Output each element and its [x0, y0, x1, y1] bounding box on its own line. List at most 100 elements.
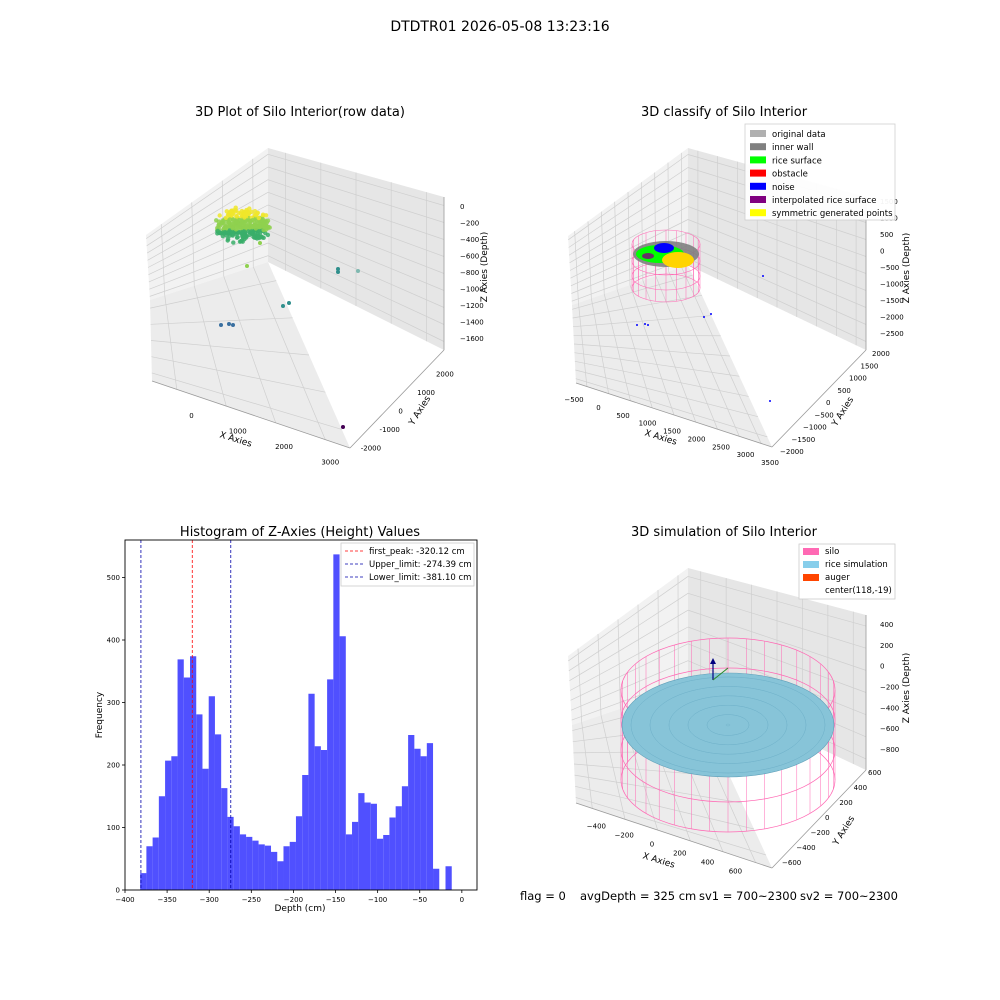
histogram-bar — [221, 788, 228, 891]
grid-line — [574, 774, 743, 804]
grid-line — [146, 154, 269, 239]
x-tick-label: −150 — [326, 896, 345, 904]
p2-title: 3D classify of Silo Interior — [641, 105, 808, 120]
p2-z-tick-label: 0 — [880, 248, 884, 256]
grid-line — [573, 315, 712, 328]
x-tick-label: 0 — [460, 896, 464, 904]
p1-point — [287, 301, 291, 305]
p4-rice-mesh — [649, 686, 807, 764]
grid-line — [570, 643, 689, 701]
p2-z-tick-label: 500 — [880, 231, 893, 239]
p4-legend-swatch — [803, 574, 819, 581]
p1-point — [336, 270, 340, 274]
histogram-bar — [252, 840, 259, 891]
histogram-bar — [227, 816, 234, 891]
p1-point — [230, 226, 235, 231]
p1-z-tick-label: −1600 — [460, 335, 484, 343]
grid-line — [571, 660, 689, 711]
grid-line — [568, 180, 689, 256]
axis-line — [771, 349, 867, 448]
histogram-bar — [426, 743, 434, 891]
p2-silo-ring — [631, 273, 701, 303]
p4-y-tick-label: 600 — [868, 769, 881, 777]
histogram-bar — [352, 821, 359, 891]
p1-x-tick-label: 1000 — [229, 428, 247, 436]
p1-y-tick-label: 0 — [398, 408, 402, 416]
histogram-bar — [289, 841, 296, 891]
grid-line — [149, 255, 269, 297]
grid-line — [687, 576, 867, 627]
panel-histogram: Histogram of Z-Axies (Height) Values −40… — [95, 525, 478, 914]
grid-line — [575, 797, 767, 856]
p2-legend-swatch — [750, 143, 766, 151]
y-tick-label: 0 — [116, 887, 120, 895]
histogram-bar — [177, 659, 184, 891]
p1-point — [220, 234, 226, 239]
p1-point — [239, 218, 244, 223]
p1-point — [231, 217, 236, 222]
p4-title: 3D simulation of Silo Interior — [631, 525, 818, 540]
grid-line — [687, 609, 867, 671]
grid-line — [146, 179, 269, 254]
p4-z-tick-label: 200 — [880, 642, 893, 650]
p1-z-tick-label: −1200 — [460, 302, 484, 310]
histogram-bar — [190, 656, 197, 890]
p2-x-tick-label: 0 — [596, 404, 600, 412]
grid-line — [147, 192, 269, 261]
p1-point — [267, 225, 272, 230]
p4-x-tick-label: 600 — [729, 867, 742, 875]
p1-point — [249, 229, 254, 234]
histogram-bar — [339, 636, 346, 890]
p4-y-tick-label: 0 — [825, 814, 829, 822]
p2-legend-swatch — [750, 130, 766, 137]
p2-legend-swatch — [750, 169, 766, 177]
histogram-bar — [302, 775, 309, 890]
histogram-bar — [140, 873, 147, 891]
grid-line — [687, 206, 867, 274]
pane — [572, 265, 772, 447]
grid-line — [267, 153, 445, 206]
p1-point — [234, 214, 240, 219]
p2-legend-swatch — [750, 209, 766, 217]
p4-legend-label: center(118,-19) — [825, 586, 892, 596]
p3-title: Histogram of Z-Axies (Height) Values — [180, 525, 420, 540]
p4-rice-mesh — [725, 723, 731, 727]
p1-point — [219, 323, 223, 327]
p4-x-tick-label: 400 — [701, 858, 714, 866]
p1-point — [250, 224, 256, 230]
p1-point — [231, 221, 237, 226]
p1-ylabel: Y Axies — [407, 394, 433, 428]
p1-point — [235, 234, 240, 240]
p1-y-tick-label: 1000 — [417, 389, 435, 397]
p2-y-tick-label: −1000 — [803, 424, 827, 432]
p2-y-tick-label: −1500 — [792, 436, 816, 444]
p1-point — [222, 229, 228, 235]
p1-point — [228, 209, 233, 215]
p1-point — [228, 222, 233, 228]
p2-y-tick-label: −2000 — [780, 448, 804, 456]
p2-x-tick-label: 1500 — [663, 428, 681, 436]
axis-line — [349, 349, 445, 449]
grid-line — [267, 179, 445, 240]
grid-line — [150, 280, 277, 309]
p2-y-tick-label: 1500 — [861, 362, 879, 370]
grid-line — [568, 154, 689, 241]
status-avg-depth: avgDepth = 325 cm — [580, 889, 696, 903]
p1-point — [243, 221, 248, 226]
p2-legend-swatch — [750, 156, 766, 164]
histogram-bar — [345, 834, 353, 891]
p2-x-tick-label: 1000 — [639, 420, 657, 428]
histogram-bar — [295, 816, 303, 890]
p2-legend-label: obstacle — [772, 170, 808, 180]
p2-legend-label: inner wall — [772, 143, 813, 153]
p3-ylabel: Frequency — [95, 691, 105, 738]
p1-point — [231, 240, 236, 245]
p2-noise-point — [703, 316, 705, 318]
grid-line — [569, 626, 689, 691]
p4-zlabel: Z Axies (Depth) — [902, 653, 912, 724]
histogram-bar — [246, 836, 253, 891]
p1-point — [244, 207, 249, 213]
p1-point — [217, 230, 222, 236]
p1-z-tick-label: −1400 — [460, 319, 484, 327]
